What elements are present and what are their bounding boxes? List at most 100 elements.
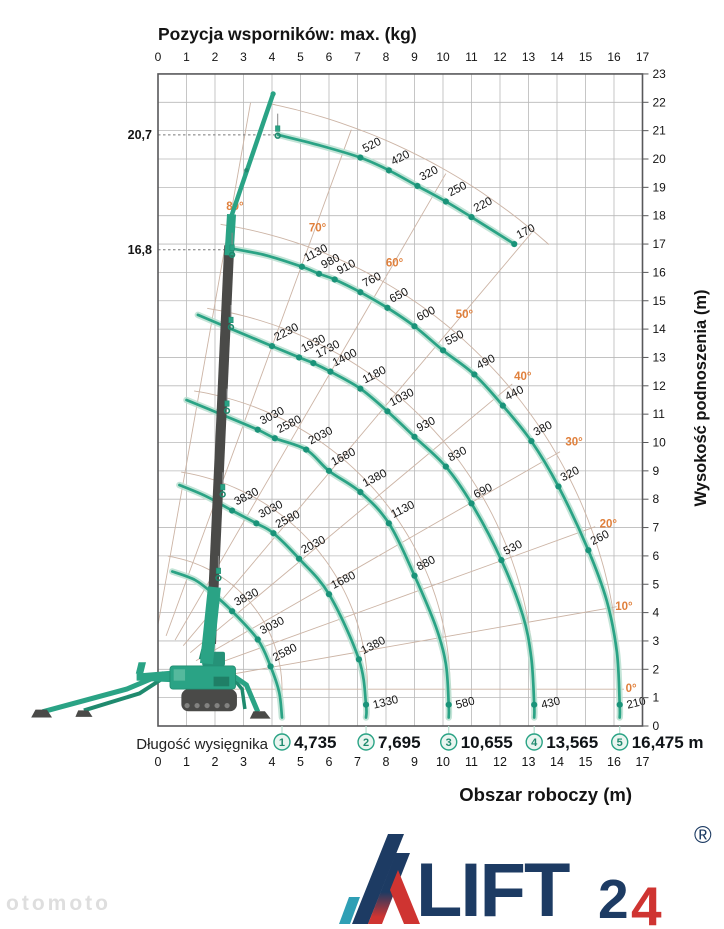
axis-tick-label-top: 16: [607, 50, 621, 64]
stage-envelope-arc: [194, 390, 451, 718]
data-point: [331, 276, 338, 283]
axis-tick-label-right: 4: [653, 606, 660, 620]
data-point: [271, 435, 278, 442]
angle-label: 10°: [615, 601, 633, 613]
radial-guide-line: [195, 451, 561, 662]
data-point: [357, 289, 364, 296]
data-point: [411, 572, 418, 579]
radial-guide-line: [200, 526, 596, 671]
crane-hook-icon: [219, 491, 226, 498]
data-point: [357, 385, 364, 392]
load-label: 600: [415, 305, 438, 324]
axis-tick-label-top: 8: [383, 50, 390, 64]
axis-tick-label-right: 6: [653, 549, 660, 563]
angle-label: 40°: [514, 371, 532, 383]
lift24-logo-2: 2: [598, 868, 629, 929]
data-point: [310, 360, 317, 367]
data-point: [585, 547, 592, 554]
data-point: [414, 182, 421, 190]
angle-label: 50°: [456, 309, 474, 321]
crane-outrigger-foot: [31, 709, 52, 718]
boom-stage-length: 13,565: [546, 733, 598, 752]
data-point: [511, 240, 518, 248]
crane-track-wheel: [214, 702, 220, 709]
page-title: Pozycja wsporników: max. (kg): [158, 24, 417, 44]
data-point: [229, 608, 236, 615]
angle-label: 30°: [565, 436, 583, 448]
registered-mark: ®: [694, 822, 712, 849]
stage-envelope-arc: [220, 223, 621, 718]
crane-track-wheel: [224, 702, 230, 709]
axis-tick-label-right: 9: [653, 464, 660, 478]
data-point: [384, 304, 391, 311]
data-point: [254, 636, 261, 643]
axis-tick-label-top: 13: [522, 50, 536, 64]
radial-guide-line: [158, 102, 251, 628]
stage-envelope-arc: [181, 471, 368, 718]
load-label: 2580: [271, 642, 299, 664]
lift24-logo: LIFT 2 4 ®: [339, 822, 712, 929]
boom-stage-circle: [440, 733, 458, 751]
axis-tick-label-top: 10: [436, 50, 450, 64]
data-point: [253, 520, 260, 527]
data-point: [355, 656, 363, 663]
axis-tick-label-top: 7: [354, 50, 361, 64]
lift24-logo-text: LIFT: [416, 848, 570, 929]
capacity-curve-jib: [276, 133, 516, 246]
load-label: 1380: [359, 635, 387, 657]
axis-tick-label-bottom: 13: [522, 755, 536, 769]
axis-tick-label-right: 8: [653, 492, 660, 506]
axis-tick-label-bottom: 2: [212, 755, 219, 769]
boom-stage-circle: [273, 733, 291, 751]
data-point: [295, 354, 303, 361]
crane-illustration: [31, 91, 281, 719]
data-point: [267, 663, 274, 670]
crane-outrigger-right-front: [230, 672, 261, 713]
axis-tick-label-top: 12: [493, 50, 507, 64]
data-point: [362, 701, 370, 708]
load-label: 1030: [388, 387, 416, 409]
jib-envelope-arc: [271, 103, 550, 245]
axis-tick-label-bottom: 4: [269, 755, 276, 769]
data-point: [268, 343, 276, 350]
plot-clip-group: [158, 102, 624, 718]
data-point: [270, 530, 277, 537]
load-label: 250: [446, 180, 469, 199]
axis-tick-label-right: 17: [653, 237, 667, 251]
load-label: 530: [502, 538, 525, 557]
boom-stage-number: 4: [531, 737, 538, 749]
y-axis-title: Wysokość podnoszenia (m): [692, 290, 710, 507]
crane-boom-top: [224, 214, 237, 256]
load-label: 1680: [329, 446, 357, 468]
data-point: [315, 270, 323, 277]
axis-tick-label-bottom: 7: [354, 755, 361, 769]
logo-mark-teal-tip: [339, 897, 360, 924]
capacity-curve-stage-4: [196, 313, 536, 719]
axis-tick-label-top: 0: [155, 50, 162, 64]
axis-tick-label-top: 15: [579, 50, 593, 64]
crane-hook-icon: [228, 251, 236, 259]
crane-body-panel: [213, 676, 230, 687]
boom-stage-number: 5: [617, 737, 623, 749]
data-point: [468, 500, 475, 507]
data-point: [298, 263, 306, 270]
crane-track: [181, 689, 237, 712]
axis-tick-label-right: 12: [653, 379, 667, 393]
load-label: 2030: [299, 534, 327, 556]
load-label: 2030: [307, 425, 335, 447]
axis-tick-label-top: 4: [269, 50, 276, 64]
data-point: [468, 214, 475, 221]
radial-guide-line: [165, 129, 352, 637]
load-label: 580: [455, 695, 477, 711]
logo-mark-red-leg: [390, 870, 420, 924]
crane-tail: [136, 670, 171, 683]
axis-tick-label-top: 5: [297, 50, 304, 64]
data-point: [357, 489, 364, 496]
angle-label: 20°: [600, 519, 618, 531]
crane-boom-mast: [206, 245, 235, 645]
boom-stage-number: 1: [279, 737, 285, 749]
axis-tick-label-bottom: 1: [183, 755, 190, 769]
data-point: [445, 701, 452, 708]
load-label: 420: [389, 149, 412, 168]
